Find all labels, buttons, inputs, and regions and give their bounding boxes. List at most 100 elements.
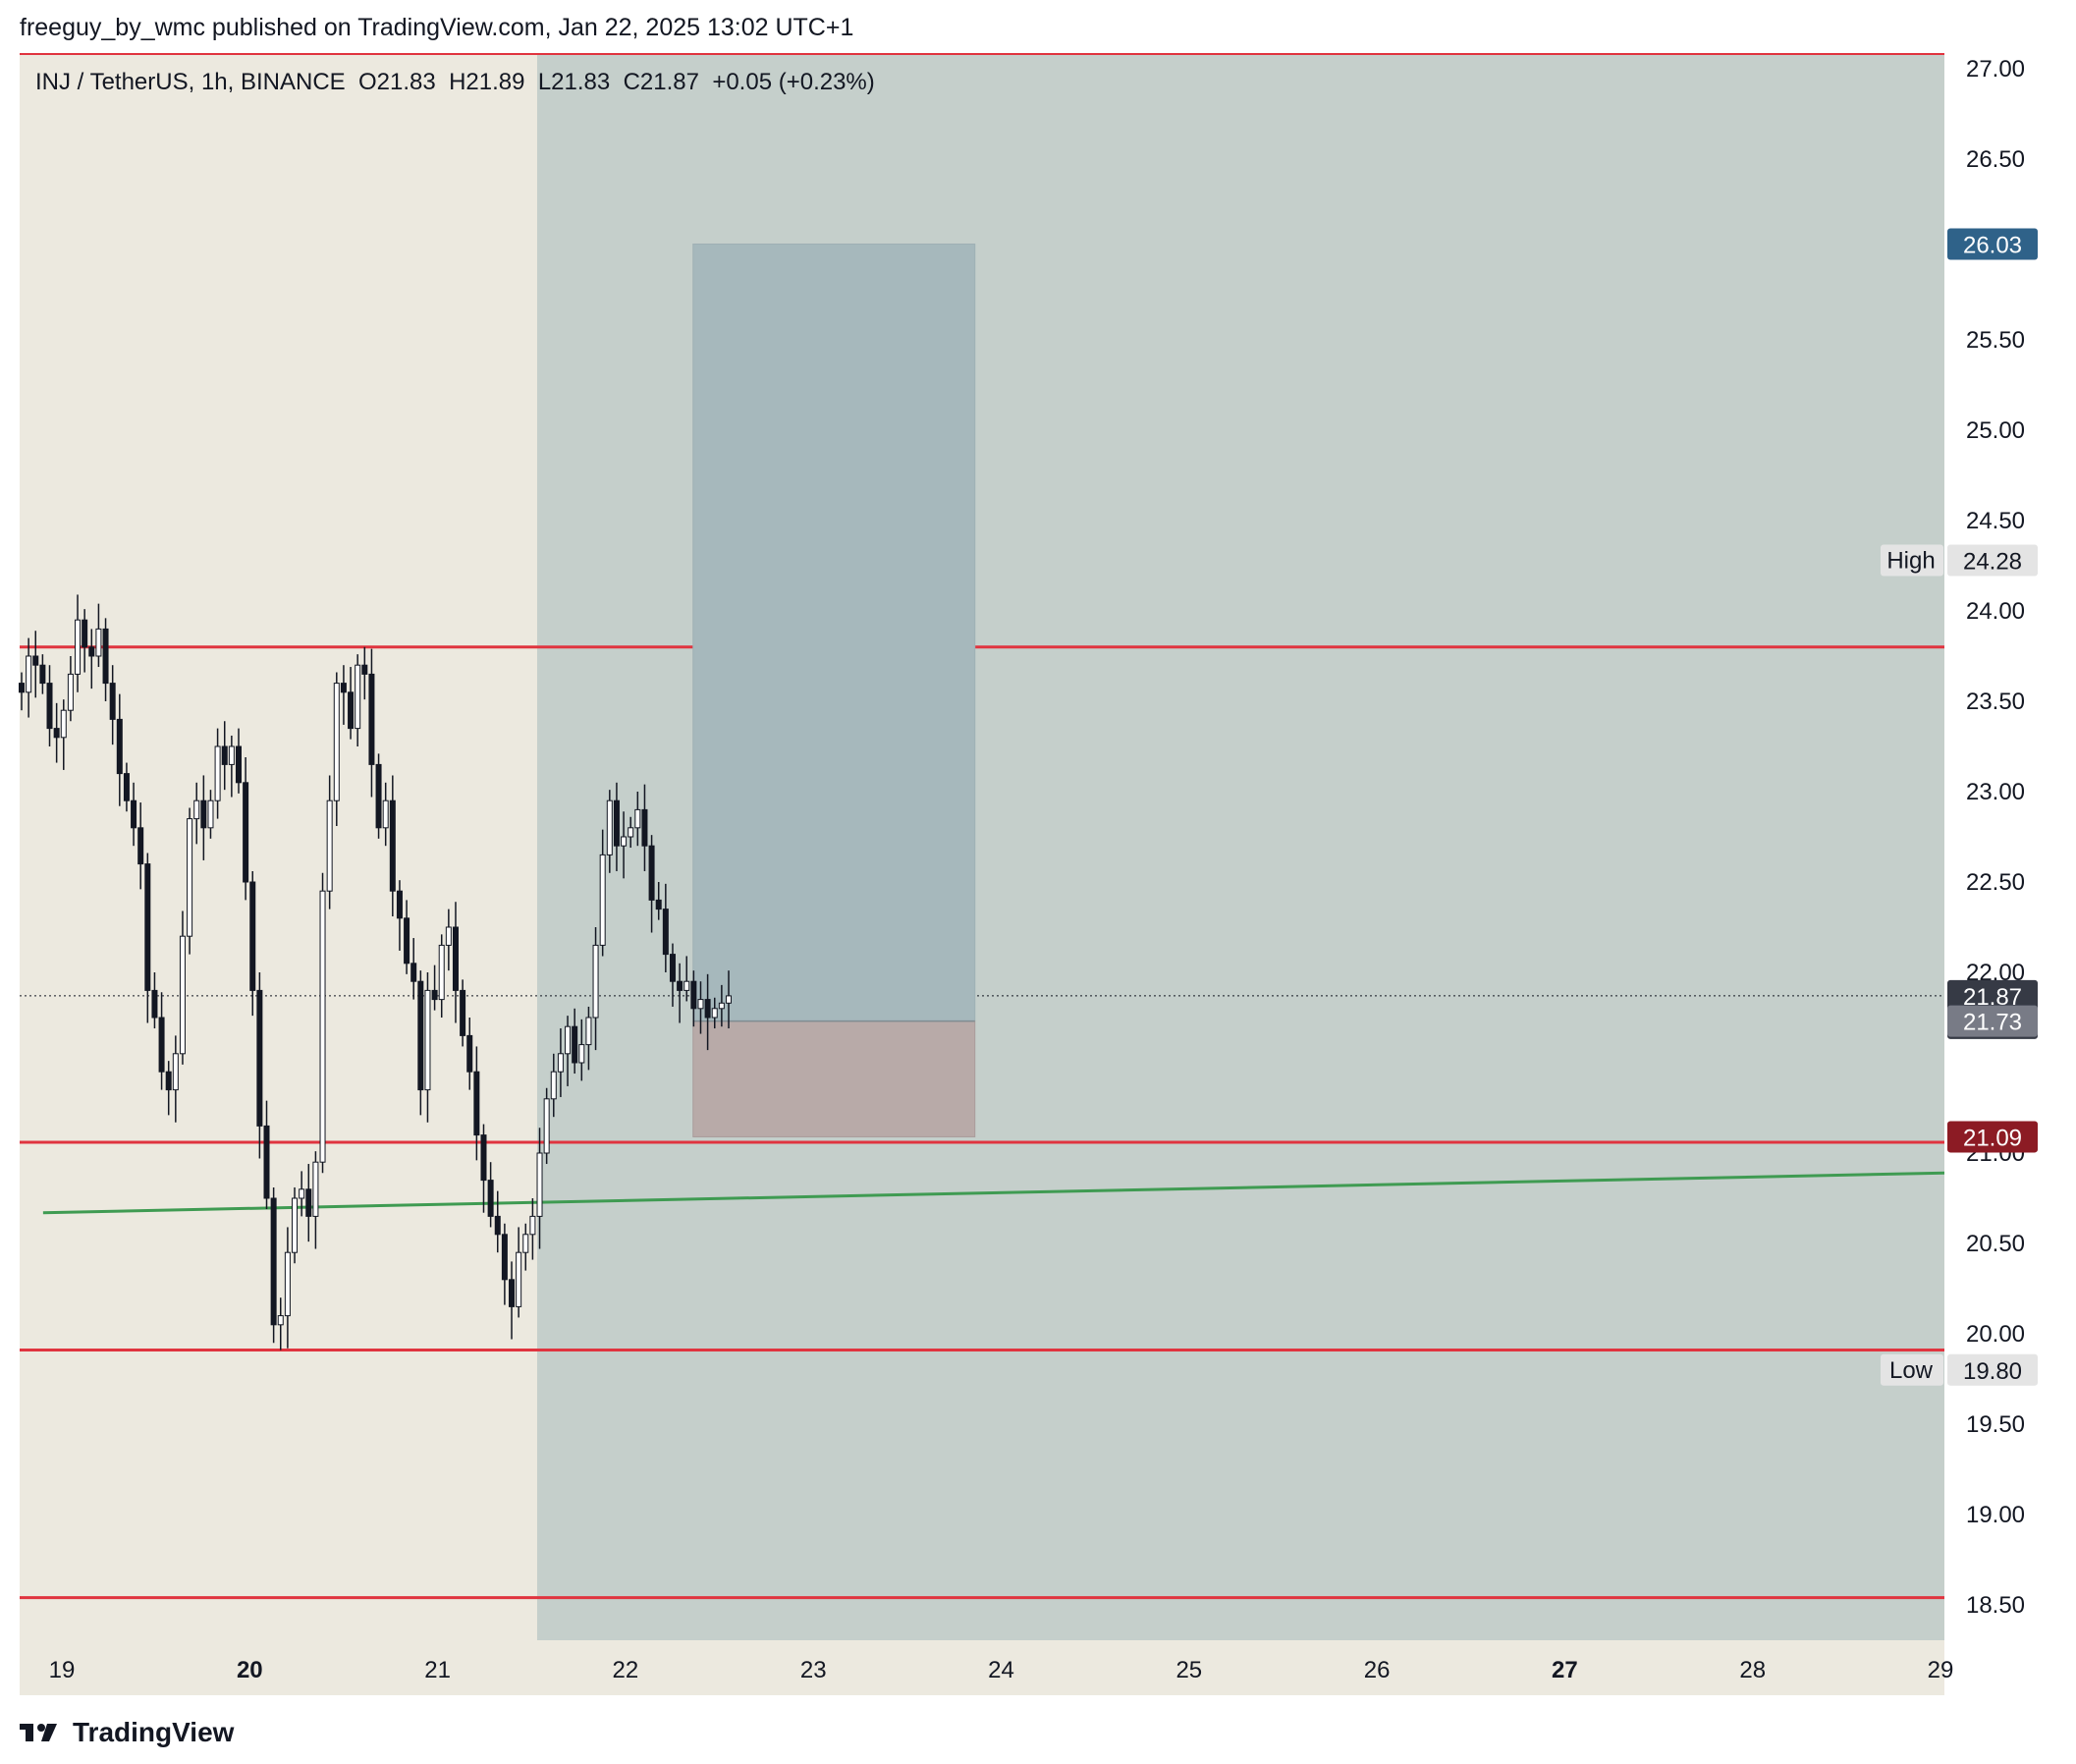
ohlc-open: O21.83 xyxy=(358,69,436,95)
candle xyxy=(522,1223,529,1271)
candle-body xyxy=(669,954,676,982)
price-tick-label: 20.00 xyxy=(1966,1321,2025,1348)
candle-body xyxy=(501,1234,508,1281)
price-label-box xyxy=(1947,1353,2038,1386)
candle-body xyxy=(641,808,648,847)
candle xyxy=(466,1018,473,1090)
candle xyxy=(431,965,438,1011)
candle-body xyxy=(214,745,221,801)
candle xyxy=(445,909,452,971)
candle-body xyxy=(187,818,193,937)
candle-body xyxy=(39,664,46,685)
candle xyxy=(543,1087,550,1165)
price-tick-label: 22.50 xyxy=(1966,869,2025,896)
candle xyxy=(697,981,704,1034)
candle xyxy=(557,1028,564,1097)
candle xyxy=(509,1261,516,1340)
candle-body xyxy=(305,1188,312,1217)
candle-body xyxy=(711,1008,718,1019)
candle xyxy=(726,970,732,1029)
candle xyxy=(572,1008,578,1075)
candle-body xyxy=(165,1071,172,1091)
candle xyxy=(75,594,82,692)
candle xyxy=(452,902,459,1023)
candle-body xyxy=(677,980,683,991)
candle-body xyxy=(299,1188,305,1199)
position-tool[interactable] xyxy=(692,243,976,1137)
price-tick-label: 24.50 xyxy=(1966,508,2025,534)
candle xyxy=(494,1190,501,1253)
candle-body xyxy=(543,1098,550,1154)
candle-body xyxy=(417,980,424,1091)
candle xyxy=(305,1164,312,1242)
candle xyxy=(235,728,242,794)
time-tick-label: 28 xyxy=(1739,1657,1766,1683)
candle-body xyxy=(662,909,669,956)
candle-body xyxy=(460,989,466,1036)
ohlc-high: H21.89 xyxy=(449,69,525,95)
price-tick-label: 19.00 xyxy=(1966,1502,2025,1528)
candle xyxy=(599,829,606,957)
candle xyxy=(187,807,193,955)
candle-body xyxy=(151,989,158,1019)
candle-body xyxy=(599,854,606,946)
candle-body xyxy=(263,1125,270,1199)
candle xyxy=(19,672,25,711)
candle xyxy=(193,782,200,845)
candle-body xyxy=(396,890,403,919)
candle-body xyxy=(557,1053,564,1073)
price-tick-label: 25.00 xyxy=(1966,417,2025,444)
candle xyxy=(628,816,634,849)
candle xyxy=(704,973,711,1051)
price-axis[interactable]: 27.00 26.50 25.50 25.00 24.50 24.00 23.50 23.00… xyxy=(1944,53,2076,1642)
candle xyxy=(151,972,158,1029)
candle xyxy=(634,792,641,847)
time-axis[interactable]: 19 20 21 22 23 24 25 26 27 28 29 xyxy=(20,1642,1953,1695)
candle xyxy=(221,721,228,791)
candle-body xyxy=(348,691,355,730)
candle xyxy=(592,927,599,1051)
candle-body xyxy=(221,745,228,765)
candle-body xyxy=(431,989,438,1001)
candle xyxy=(536,1128,543,1249)
footer-brand[interactable]: TradingView xyxy=(20,1717,234,1748)
time-tick-label: 29 xyxy=(1928,1657,1954,1683)
candle-body xyxy=(75,619,82,675)
candle xyxy=(39,654,46,694)
price-label-value: 21.73 xyxy=(1963,1010,2022,1036)
candle-body xyxy=(404,917,410,965)
ohlc-low: L21.83 xyxy=(537,69,611,95)
candle xyxy=(348,667,355,740)
candle xyxy=(404,900,410,974)
candle-body xyxy=(704,999,711,1019)
symbol-legend[interactable]: INJ / TetherUS, 1h, BINANCE O21.83 H21.8… xyxy=(35,69,875,96)
price-label-box xyxy=(1947,1005,2038,1037)
candle xyxy=(648,835,655,933)
candle-body xyxy=(585,1017,592,1046)
candle xyxy=(355,654,361,746)
candle-body xyxy=(32,655,39,666)
candle-body xyxy=(179,935,186,1055)
candles-layer xyxy=(19,594,732,1351)
candle-body xyxy=(131,799,137,829)
candle xyxy=(137,802,144,890)
candle-body xyxy=(718,1002,725,1010)
time-tick-label: 25 xyxy=(1175,1657,1202,1683)
price-axis-background xyxy=(1944,53,2076,1642)
price-label-tag-box xyxy=(1881,544,1943,577)
candle xyxy=(438,934,445,1018)
candle-body xyxy=(480,1134,487,1182)
candle-body xyxy=(235,745,242,784)
candle xyxy=(677,963,683,1023)
candle-body xyxy=(46,683,53,730)
candle-body xyxy=(628,827,634,838)
candle xyxy=(550,1053,557,1118)
candle xyxy=(82,609,88,673)
price-tick-label: 23.00 xyxy=(1966,779,2025,805)
candle xyxy=(165,1061,172,1116)
candle-body xyxy=(634,808,641,829)
candle-body xyxy=(536,1152,543,1217)
candle xyxy=(32,631,39,698)
ohlc-change: +0.05 (+0.23%) xyxy=(712,69,875,95)
